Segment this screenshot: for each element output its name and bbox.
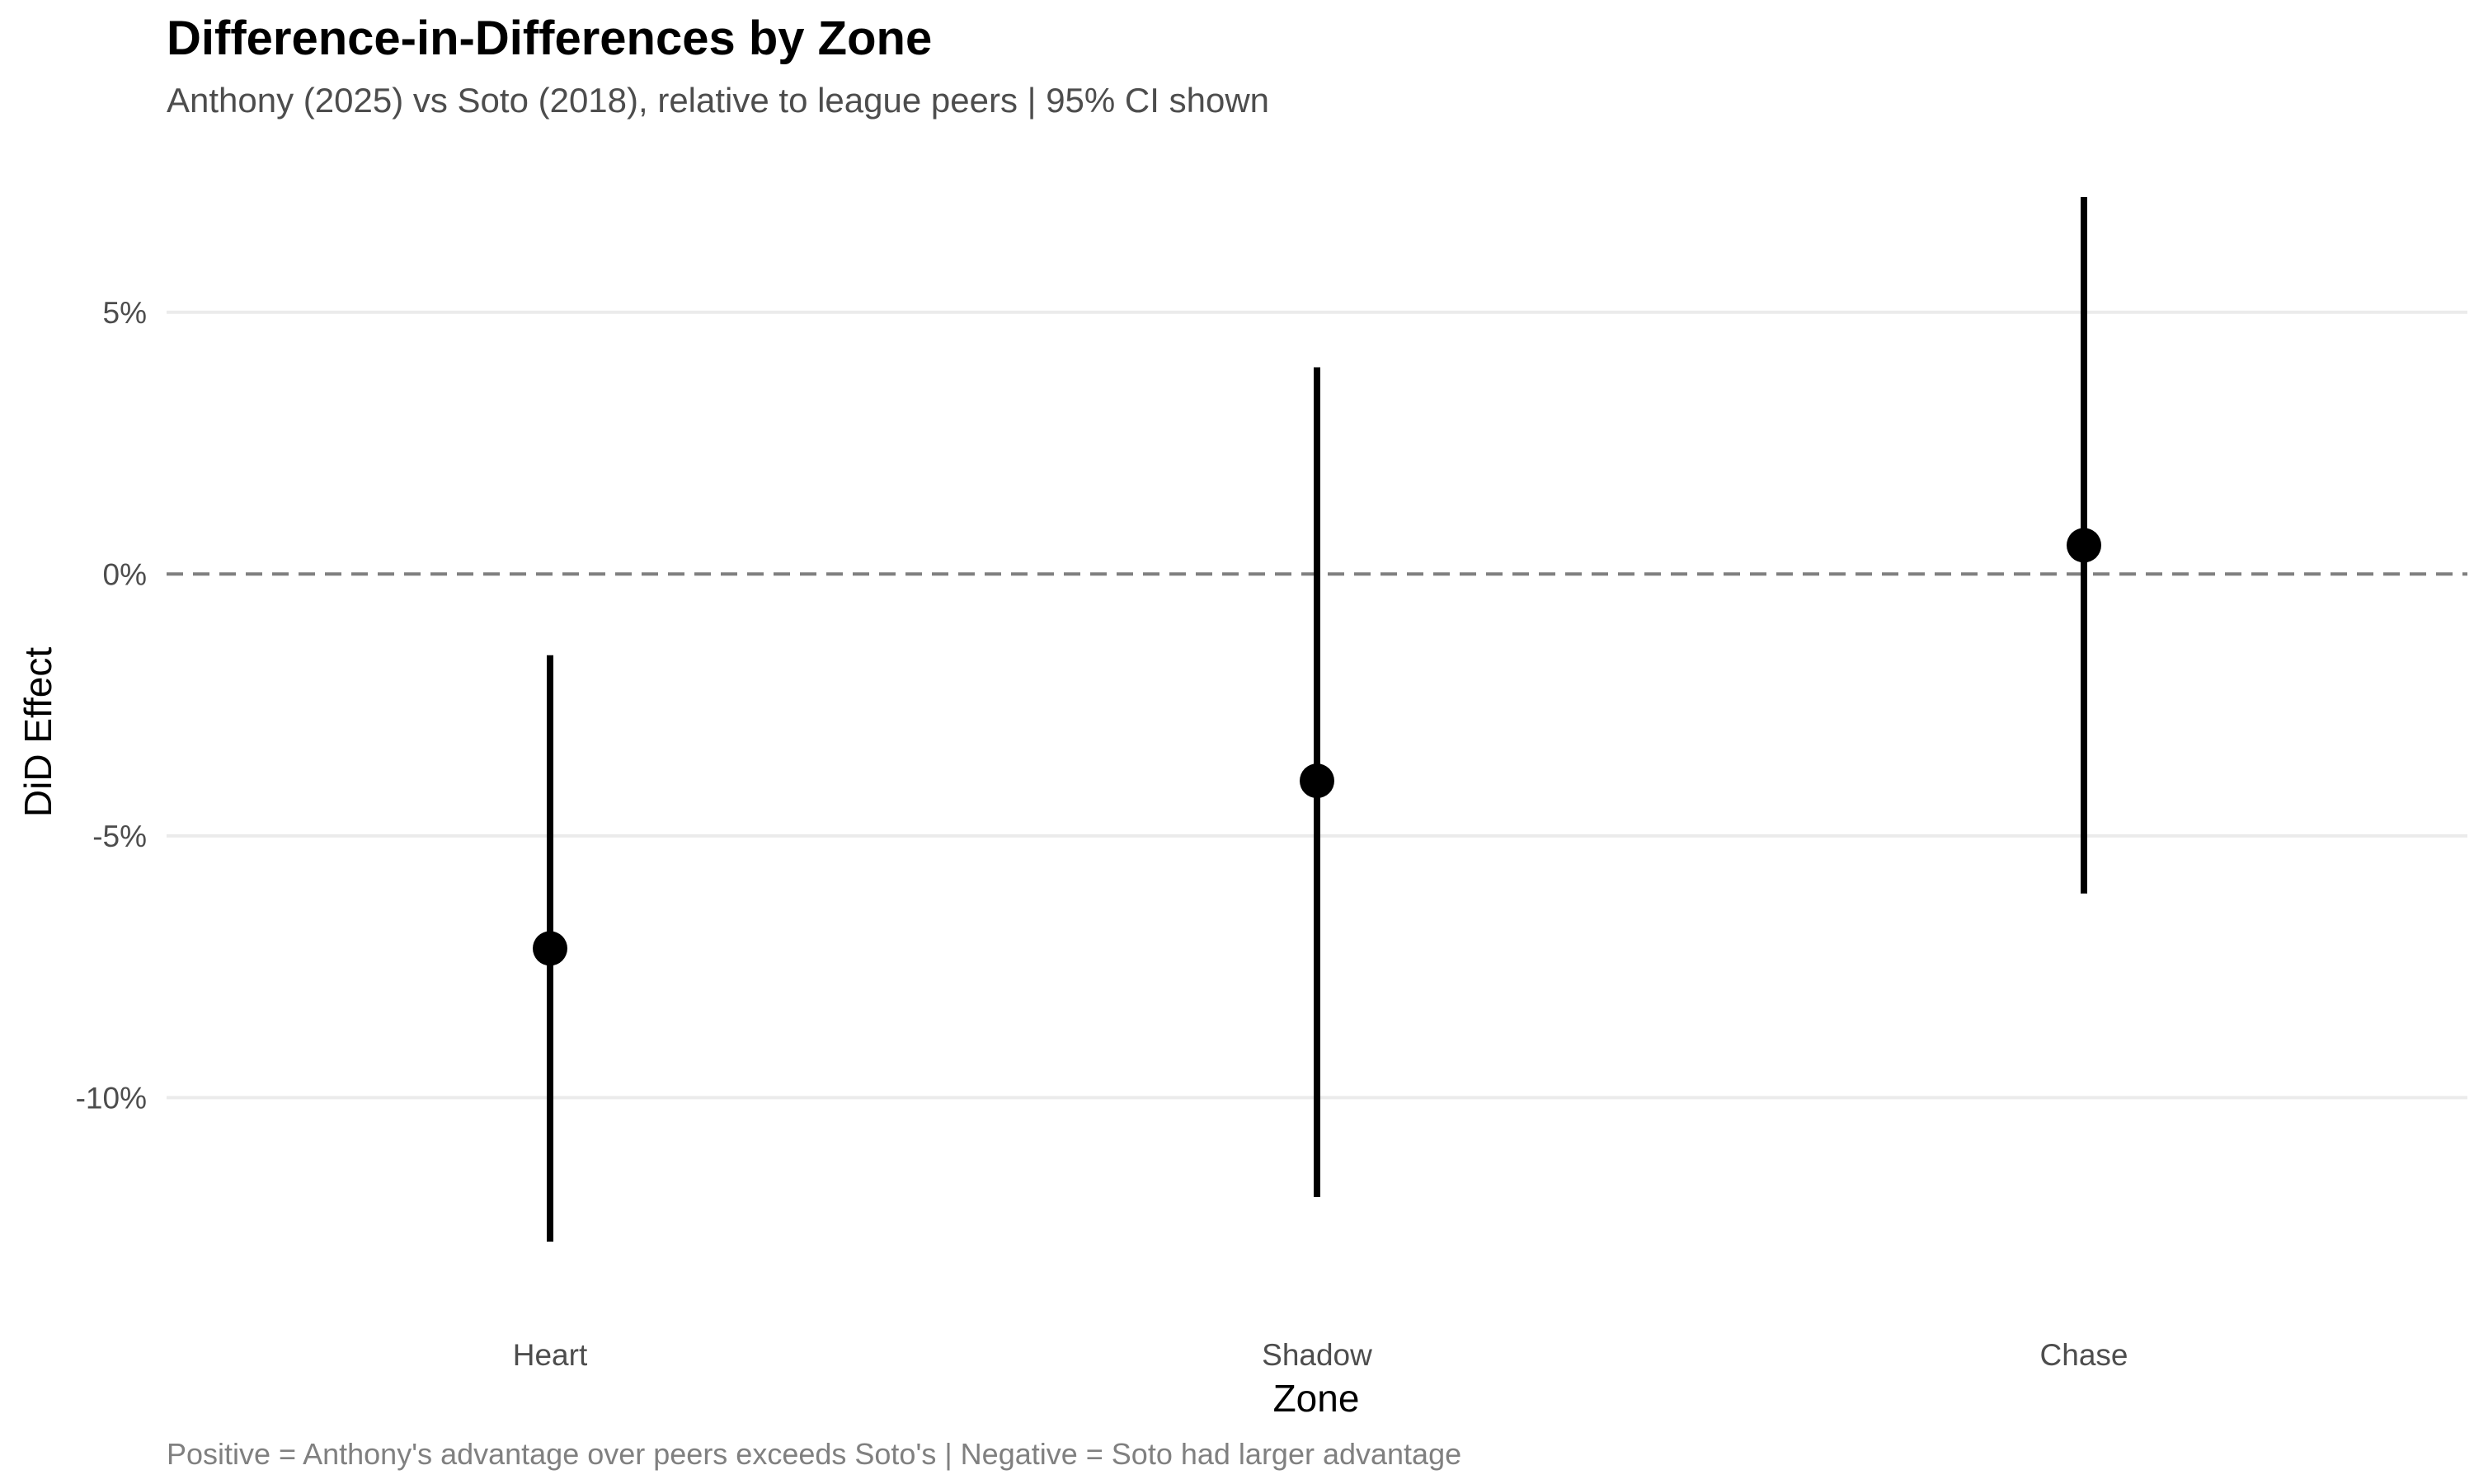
plot-area: -10% -5% 0% 5% Heart Shadow Chase	[76, 197, 2467, 1372]
x-tick-label: Shadow	[1262, 1338, 1372, 1372]
y-tick-label: -10%	[76, 1081, 147, 1115]
y-axis-title: DiD Effect	[16, 647, 59, 817]
chart-caption: Positive = Anthony's advantage over peer…	[167, 1437, 1461, 1471]
x-axis-title: Zone	[1273, 1377, 1360, 1420]
x-tick-label: Heart	[513, 1338, 588, 1372]
point-chase	[2067, 528, 2101, 563]
point-shadow	[1300, 763, 1334, 799]
y-tick-label: 0%	[103, 557, 147, 591]
x-tick-label: Chase	[2040, 1338, 2128, 1372]
chart-subtitle: Anthony (2025) vs Soto (2018), relative …	[167, 81, 1269, 120]
point-heart	[533, 931, 567, 966]
chart-title: Difference-in-Differences by Zone	[167, 12, 932, 65]
y-tick-label: -5%	[92, 819, 147, 853]
y-tick-label: 5%	[103, 296, 147, 330]
